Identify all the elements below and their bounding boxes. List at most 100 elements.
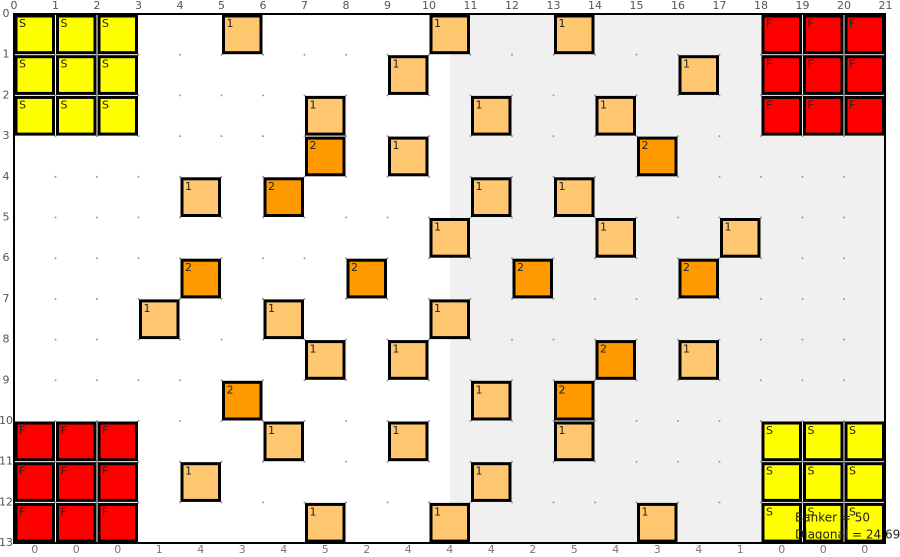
row-label: 11: [0, 455, 13, 468]
grid-dot: [220, 175, 223, 178]
grid-dot: [303, 338, 306, 341]
grid-dot: [469, 460, 472, 463]
tile: [305, 502, 346, 543]
grid-dot: [677, 460, 679, 463]
tile-value: 1: [393, 58, 400, 71]
grid-dot: [262, 257, 264, 260]
tile-value: 2: [310, 139, 317, 152]
column-sum: 3: [654, 543, 661, 556]
tile-value: 1: [144, 302, 151, 315]
zone-label: F: [766, 17, 772, 30]
tile-value: 1: [393, 343, 400, 356]
tile-value: 1: [185, 180, 192, 193]
zone-label: F: [19, 465, 25, 478]
zone-cell: [14, 421, 55, 462]
grid-dot: [635, 257, 638, 260]
tile: [720, 218, 761, 258]
grid-dot: [96, 257, 98, 260]
grid-dot: [635, 135, 638, 138]
column-sum: 1: [737, 543, 744, 556]
board-border: [13, 13, 886, 544]
column-label: 2: [94, 0, 101, 12]
grid-dot: [54, 338, 57, 341]
grid-dot: [469, 297, 472, 300]
tile-value: 2: [227, 383, 234, 396]
zone-cell: [844, 55, 885, 95]
grid-dot: [469, 175, 472, 178]
row-label: 0: [3, 7, 10, 20]
zone-label: F: [808, 17, 814, 30]
grid-dot: [345, 338, 347, 341]
tile-value: 1: [434, 302, 441, 315]
tile: [180, 177, 221, 218]
grid-dot: [179, 420, 181, 422]
grid-dot: [179, 257, 181, 260]
column-sum: 4: [280, 543, 287, 556]
grid-dot: [220, 460, 223, 463]
grid-dot: [96, 297, 98, 300]
tile: [471, 95, 512, 136]
tile-value: 1: [434, 17, 441, 30]
tile-value: 1: [683, 343, 690, 356]
tile-value: 1: [310, 98, 317, 111]
tile-value: 1: [559, 17, 566, 30]
zone-cell: [97, 95, 138, 136]
column-label: 17: [713, 0, 727, 12]
grid-dot: [552, 257, 555, 260]
grid-dot: [718, 216, 721, 219]
grid-dot: [262, 53, 264, 56]
tile: [388, 55, 429, 95]
zone-label: F: [766, 98, 772, 111]
tile: [429, 299, 470, 340]
grid-dot: [137, 216, 140, 219]
column-sum: 0: [778, 543, 785, 556]
grid-dot: [469, 53, 472, 56]
grid-dot: [718, 175, 721, 178]
grid-dot: [220, 94, 223, 97]
grid-dot: [220, 379, 223, 382]
grid-dot: [96, 460, 98, 463]
grid-dot: [179, 460, 181, 463]
grid-dot: [801, 175, 804, 178]
grid-dot: [220, 53, 223, 56]
column-sum: 3: [239, 543, 246, 556]
column-sum: 0: [73, 543, 80, 556]
zone-label: F: [61, 424, 67, 437]
grid-dot: [137, 257, 140, 260]
grid-dot: [801, 135, 804, 138]
grid-dot: [220, 338, 223, 341]
column-label: 9: [384, 0, 391, 12]
grid-dot: [303, 460, 306, 463]
tile: [263, 177, 304, 218]
grid-dot: [262, 501, 264, 504]
grid-dot: [511, 338, 513, 341]
tile: [305, 136, 346, 177]
grid-dot: [801, 53, 804, 56]
tile-value: 1: [600, 221, 607, 234]
tile-value: 2: [642, 139, 649, 152]
tile: [429, 502, 470, 543]
grid-dot: [469, 420, 472, 422]
row-label: 13: [0, 536, 13, 549]
grid-dot: [843, 175, 845, 178]
tile-value: 2: [517, 261, 524, 274]
zone-label: S: [102, 17, 109, 30]
zone-label: S: [808, 465, 815, 478]
tile: [554, 14, 595, 55]
column-sum: 4: [197, 543, 204, 556]
zone-label: S: [849, 465, 856, 478]
grid-dot: [677, 135, 679, 138]
tile-value: 1: [434, 221, 441, 234]
grid-dot: [552, 94, 555, 97]
tile: [595, 340, 636, 380]
zone-cell: [761, 14, 802, 55]
grid-dot: [386, 501, 389, 504]
grid-dot: [594, 53, 596, 56]
zone-label: F: [61, 465, 67, 478]
column-sum: 2: [363, 543, 370, 556]
zone-cell: [803, 421, 844, 462]
grid-dot: [552, 338, 555, 341]
grid-dot: [428, 420, 430, 422]
grid-dot: [96, 53, 98, 56]
tile: [180, 462, 221, 502]
